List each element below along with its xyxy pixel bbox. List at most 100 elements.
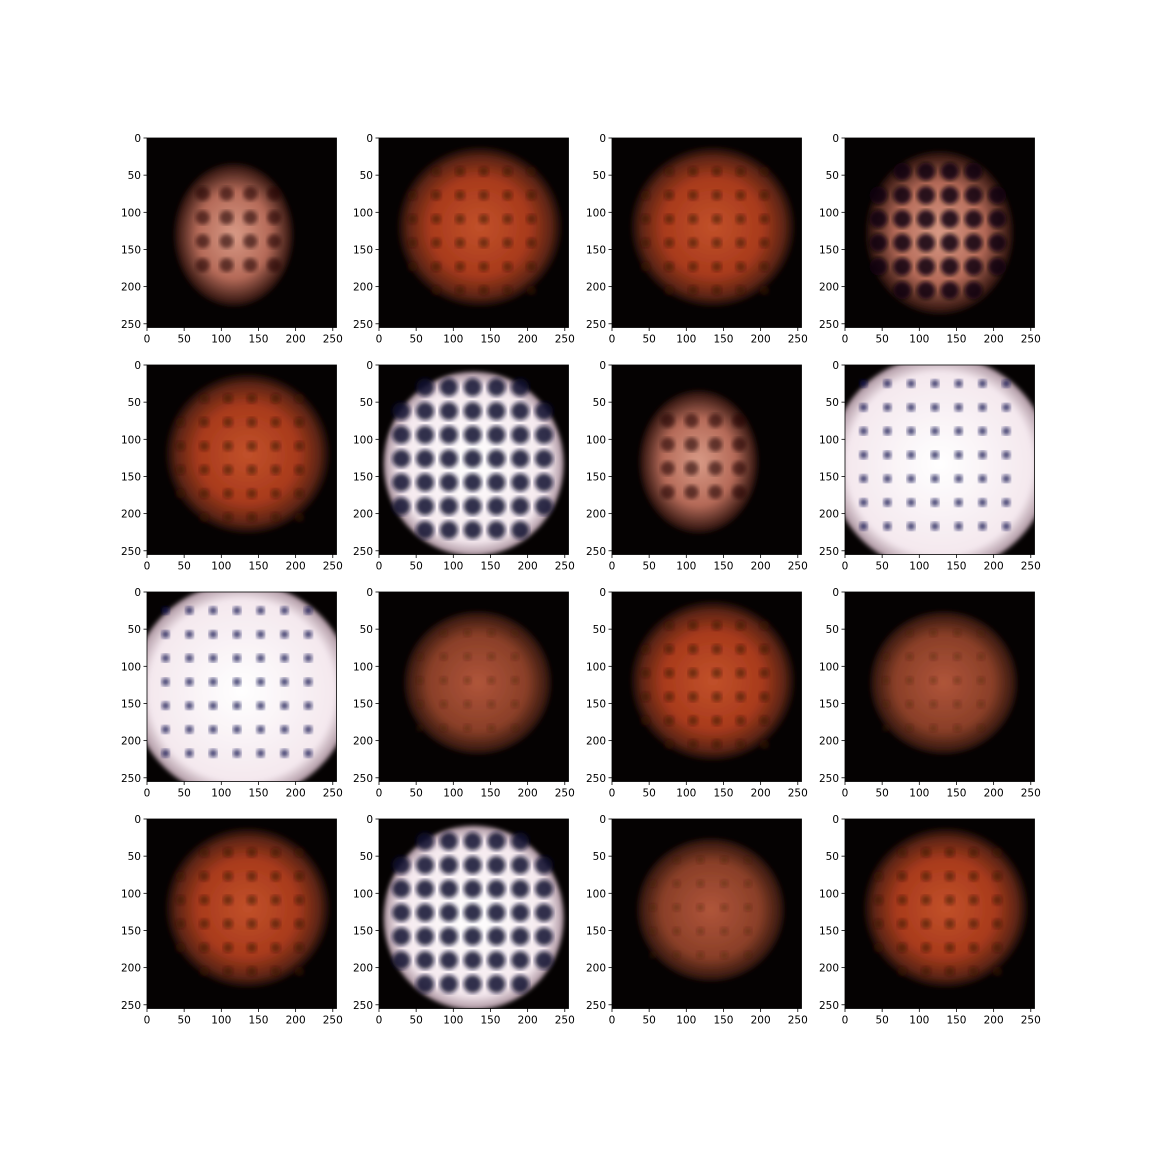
y-tick-label: 50 [128, 397, 141, 409]
grid-artifact [209, 630, 218, 639]
grid-artifact [907, 474, 916, 483]
y-tick-label: 0 [366, 360, 373, 372]
grid-artifact [930, 427, 939, 436]
grid-artifact [711, 739, 722, 750]
grid-artifact [161, 725, 170, 734]
grid-artifact [526, 285, 537, 296]
x-tick-label: 50 [409, 1015, 422, 1027]
grid-artifact [270, 488, 281, 499]
y-tick-label: 50 [128, 624, 141, 636]
y-tick-label: 200 [121, 282, 141, 294]
grid-artifact [954, 427, 963, 436]
grid-artifact [463, 903, 482, 922]
y-tick-label: 200 [819, 963, 839, 975]
grid-artifact [711, 620, 722, 631]
grid-artifact [294, 488, 305, 499]
grid-artifact [688, 261, 699, 272]
y-tick-label: 250 [353, 773, 373, 785]
grid-artifact [223, 895, 234, 906]
grid-artifact [392, 951, 411, 970]
x-tick-label: 200 [518, 788, 538, 800]
x-tick-label: 0 [376, 788, 383, 800]
grid-artifact [534, 879, 553, 898]
y-tick-label: 50 [593, 397, 606, 409]
grid-artifact [711, 644, 722, 655]
grid-artifact [869, 233, 888, 252]
grid-artifact [534, 951, 553, 970]
grid-artifact [304, 677, 313, 686]
grid-artifact [921, 847, 932, 858]
grid-artifact [416, 473, 435, 492]
image-panel: 0 0 50 50 100 100 150 150 200 200 250 250 [353, 360, 575, 573]
grid-artifact [439, 652, 448, 661]
grid-artifact [246, 871, 257, 882]
y-tick-label: 0 [134, 587, 141, 599]
grid-artifact [930, 522, 939, 531]
x-tick-label: 0 [144, 561, 151, 573]
x-tick-label: 100 [676, 561, 696, 573]
axes-frame [611, 364, 802, 555]
grid-artifact [416, 974, 435, 993]
grid-artifact [954, 474, 963, 483]
grid-artifact [161, 630, 170, 639]
grid-artifact [953, 628, 962, 637]
image-panel: 0 0 50 50 100 100 150 150 200 200 250 250 [586, 133, 808, 346]
grid-artifact [267, 258, 282, 273]
y-tick-label: 100 [819, 888, 839, 900]
grid-artifact [940, 281, 959, 300]
x-tick-label: 200 [984, 334, 1004, 346]
image-panel: 0 0 50 50 100 100 150 150 200 200 250 250 [819, 814, 1041, 1027]
grid-artifact [759, 285, 770, 296]
grid-artifact [223, 847, 234, 858]
grid-artifact [502, 190, 513, 201]
grid-artifact [964, 257, 983, 276]
axes-frame [146, 591, 337, 782]
grid-artifact [907, 522, 916, 531]
grid-artifact [893, 233, 912, 252]
x-tick-label: 100 [211, 334, 231, 346]
grid-artifact [534, 856, 553, 875]
grid-artifact [199, 393, 210, 404]
grid-artifact [921, 966, 932, 977]
grid-artifact [735, 285, 746, 296]
grid-artifact [195, 186, 210, 201]
y-tick-label: 50 [826, 397, 839, 409]
grid-artifact [660, 461, 675, 476]
grid-artifact [487, 449, 506, 468]
x-tick-label: 250 [788, 788, 808, 800]
grid-artifact [232, 654, 241, 663]
y-tick-label: 100 [819, 661, 839, 673]
y-tick-label: 250 [121, 319, 141, 331]
y-tick-label: 50 [593, 851, 606, 863]
grid-artifact [964, 233, 983, 252]
grid-artifact [439, 832, 458, 851]
axes-frame [378, 364, 569, 555]
grid-artifact [439, 974, 458, 993]
grid-artifact [735, 739, 746, 750]
x-tick-label: 50 [409, 334, 422, 346]
grid-artifact [929, 628, 938, 637]
x-tick-label: 0 [842, 788, 849, 800]
grid-artifact [664, 190, 675, 201]
x-tick-label: 150 [713, 561, 733, 573]
grid-artifact [964, 210, 983, 229]
image-panel: 0 0 50 50 100 100 150 150 200 200 250 250 [353, 587, 575, 800]
grid-artifact [199, 847, 210, 858]
grid-artifact [502, 261, 513, 272]
grid-artifact [175, 942, 186, 953]
grid-artifact [511, 497, 530, 516]
y-tick-label: 50 [360, 624, 373, 636]
grid-artifact [463, 676, 472, 685]
grid-artifact [708, 413, 723, 428]
grid-artifact [511, 473, 530, 492]
grid-artifact [735, 166, 746, 177]
grid-artifact [1002, 450, 1011, 459]
grid-artifact [416, 425, 435, 444]
grid-artifact [294, 464, 305, 475]
grid-artifact [684, 485, 699, 500]
grid-artifact [526, 190, 537, 201]
grid-artifact [511, 520, 530, 539]
grid-artifact [992, 918, 1003, 929]
axes-frame [611, 818, 802, 1009]
x-tick-label: 100 [676, 1015, 696, 1027]
